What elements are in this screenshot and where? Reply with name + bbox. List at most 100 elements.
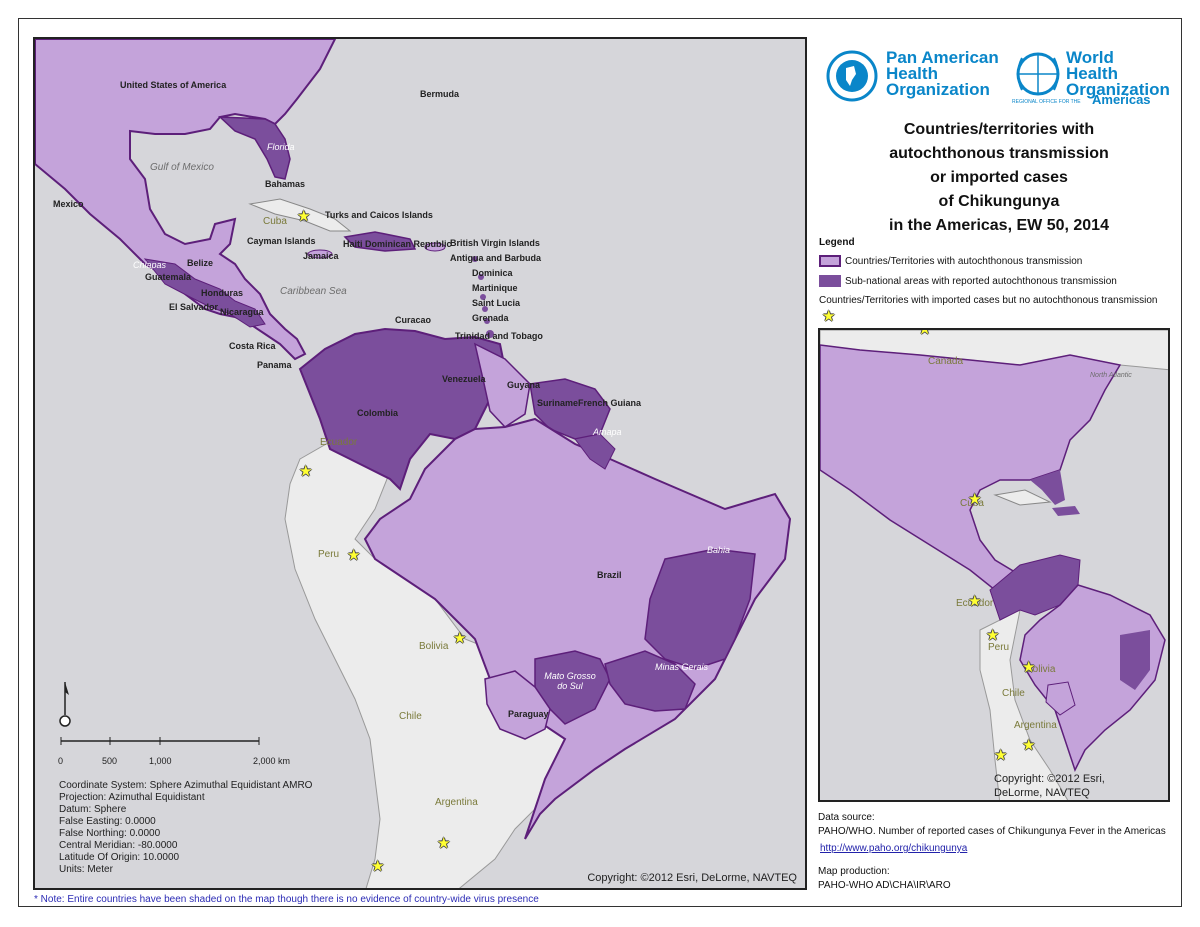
scale-tick-2000: 2,000 km [253,756,291,766]
paho-name: Pan American Health Organization [886,49,999,99]
label-bahamas: Bahamas [265,179,306,189]
who-name-line: Organization [1066,80,1170,99]
legend-title: Legend [819,237,855,248]
paho-name-line: Health [886,64,938,83]
title-line: in the Americas, EW 50, 2014 [889,217,1109,234]
data-source-text: PAHO/WHO. Number of reported cases of Ch… [818,826,1166,837]
projection-line: Coordinate System: Sphere Azimuthal Equi… [59,780,313,791]
paho-name-line: Organization [886,80,990,99]
projection-line: Projection: Azimuthal Equidistant [59,792,205,803]
imported-case-star: ★ [968,593,982,610]
logos: Pan American Health Organization World H… [826,46,1170,110]
cuba-shape [248,198,352,232]
label-bahia: Bahia [707,545,731,555]
label-french-guiana: French Guiana [578,398,642,408]
imported-case-star: ★ [299,463,313,480]
main-map[interactable]: United States of America Bermuda Florida… [33,37,807,890]
paraguay-region [484,670,551,740]
label-paraguay: Paraguay [508,709,549,719]
label-belize: Belize [187,258,214,268]
inset-label-north-atlantic: North Atlantic [1090,372,1132,379]
imported-case-star: ★ [1022,737,1036,754]
label-minas: Minas Gerais [655,662,709,672]
scale-tick-1000: 1,000 [149,756,172,766]
inset-map[interactable]: Canada North Atlantic Cuba Ecuador Peru … [818,328,1170,802]
who-region: Americas [1092,92,1151,107]
data-source-heading: Data source: [818,812,875,823]
inset-label-chile: Chile [1002,688,1025,699]
label-suriname: Suriname [537,398,579,408]
label-bvi: British Virgin Islands [450,238,540,248]
inset-map-canvas [820,330,1168,800]
label-gulf: Gulf of Mexico [150,162,214,173]
usa-mexico-region [35,39,337,361]
title-line: Countries/territories with [903,121,1095,138]
label-costa-rica: Costa Rica [229,341,276,351]
label-amapa: Amapa [593,427,622,437]
legend-star-icon: ★ [822,308,836,325]
hispaniola-shape [343,231,417,252]
data-source-link-wrap: http://www.paho.org/chikungunya [820,843,967,854]
map-production-heading: Map production: [818,866,890,877]
projection-line: False Easting: 0.0000 [59,816,156,827]
label-ecuador: Ecuador [320,437,358,448]
inset-label-ecuador: Ecuador [956,598,994,609]
inset-copyright: Copyright: ©2012 Esri, DeLorme, NAVTEQ [994,772,1105,800]
amapa-region [574,433,616,470]
minas-region [604,650,696,712]
inset-label-canada: Canada [928,356,964,367]
footnote: * Note: Entire countries have been shade… [34,894,539,905]
imported-case-star: ★ [453,630,467,647]
legend-item-autochthonous: Countries/Territories with autochthonous… [845,256,1083,267]
label-cayman: Cayman Islands [247,236,316,246]
label-mato-grosso: Mato Grosso do Sul [544,671,596,691]
bahia-region [644,548,756,670]
who-name-line: World Health [1066,48,1118,83]
label-argentina: Argentina [435,797,478,808]
guyana-region [473,342,531,428]
imported-case-star: ★ [437,835,451,852]
legend-item-subnational: Sub-national areas with reported autocht… [845,276,1117,287]
title-line: autochthonous transmission [889,145,1109,162]
label-grenada: Grenada [472,313,509,323]
label-colombia: Colombia [357,408,399,418]
main-map-canvas [35,39,792,888]
label-haiti-dr: Haiti Dominican Republic [343,239,452,249]
label-bermuda: Bermuda [420,89,460,99]
label-venezuela: Venezuela [442,374,486,384]
legend-item-imported: Countries/Territories with imported case… [819,295,1158,306]
label-cuba: Cuba [263,216,287,227]
imported-case-star: ★ [968,491,982,508]
projection-line: False Northing: 0.0000 [59,828,161,839]
map-production: PAHO-WHO AD\CHA\IR\ARO [818,880,951,891]
label-martinique: Martinique [472,283,518,293]
label-dominica: Dominica [472,268,513,278]
label-trinidad: Trinidad and Tobago [455,331,543,341]
label-mexico: Mexico [53,199,84,209]
label-chiapas: Chiapas [133,260,167,270]
puerto-rico-shape [424,242,446,252]
map-title: Countries/territories with autochthonous… [824,118,1174,238]
north-arrow-icon [59,682,71,727]
label-chile: Chile [399,711,422,722]
imported-case-star: ★ [994,747,1008,764]
data-source-link[interactable]: http://www.paho.org/chikungunya [820,843,968,854]
label-florida: Florida [267,142,295,152]
label-usa: United States of America [120,80,227,90]
imported-case-star: ★ [371,858,385,875]
imported-case-star: ★ [918,328,932,338]
label-honduras: Honduras [201,288,244,298]
scale-tick-0: 0 [58,756,64,766]
florida-region [218,116,291,180]
inset-copyright-line: DeLorme, NAVTEQ [994,787,1090,799]
page-frame [18,18,1182,907]
label-panama: Panama [257,360,292,370]
label-turks: Turks and Caicos Islands [325,210,433,220]
scale-bar [60,737,260,745]
brazil-region [363,417,792,840]
imported-case-star: ★ [347,547,361,564]
title-line: or imported cases [930,169,1068,186]
central-america-subnational [143,258,266,328]
south-america-land [284,428,576,888]
inset-label-cuba: Cuba [960,498,984,509]
